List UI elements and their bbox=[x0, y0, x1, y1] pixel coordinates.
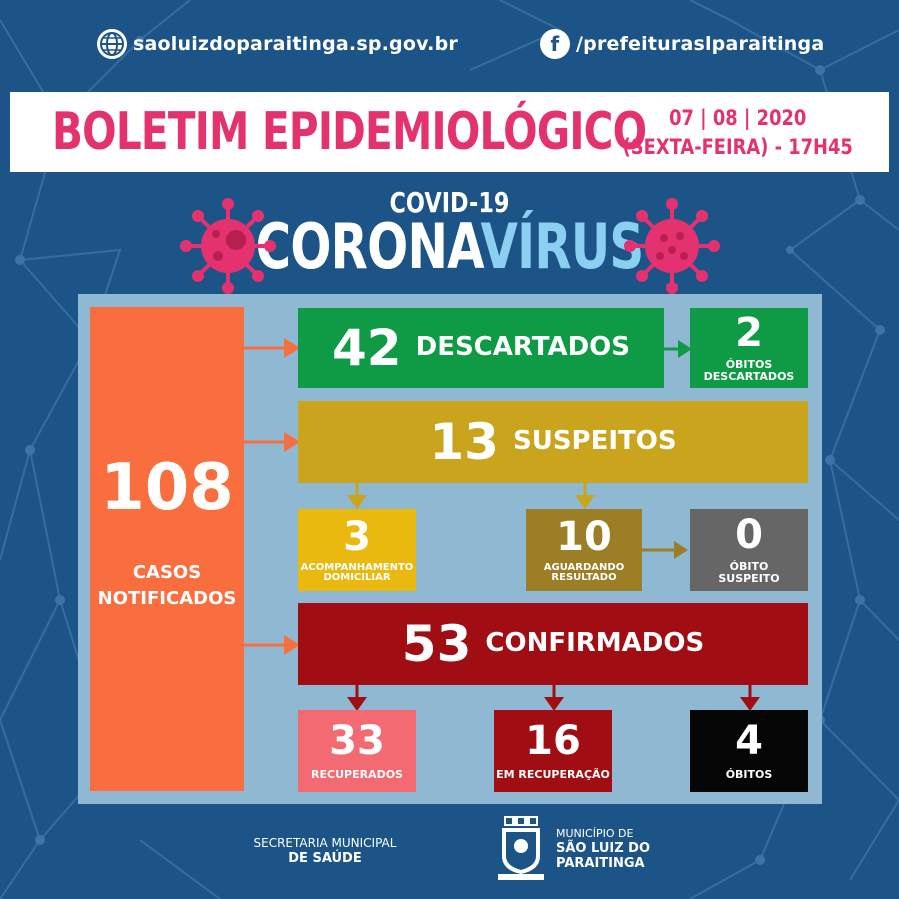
deaths-label: ÓBITOS bbox=[725, 768, 773, 782]
municipality-line-1: MUNICÍPIO DE bbox=[556, 827, 634, 840]
recovered-label: RECUPERADOS bbox=[311, 768, 403, 782]
recovering-box: 16 EM RECUPERAÇÃO bbox=[494, 710, 612, 792]
home-monitoring-label-1: ACOMPANHAMENTO bbox=[300, 561, 414, 573]
recovering-value: 16 bbox=[525, 718, 581, 765]
arrow-to-suspects bbox=[244, 432, 300, 452]
corona-word: CORONA bbox=[255, 210, 482, 283]
home-monitoring-label-2: DOMICILIAR bbox=[323, 572, 391, 583]
suspect-death-label-1: ÓBITO bbox=[729, 560, 769, 574]
arrow-to-recovering bbox=[544, 685, 564, 711]
deaths-discarded-label-1: ÓBITOS bbox=[725, 358, 773, 372]
suspects-box: 13 SUSPEITOS bbox=[298, 401, 808, 483]
arrow-to-suspect-death bbox=[642, 541, 688, 559]
date-text: 07 | 08 | 2020 bbox=[669, 106, 807, 130]
deaths-value: 4 bbox=[735, 718, 763, 765]
municipality-line-3: PARAITINGA bbox=[556, 856, 645, 871]
discarded-label: DESCARTADOS bbox=[415, 332, 630, 363]
arrow-to-home-monitoring bbox=[347, 483, 367, 509]
municipal-crest-icon bbox=[498, 816, 544, 880]
recovered-box: 33 RECUPERADOS bbox=[298, 710, 416, 792]
deaths-box: 4 ÓBITOS bbox=[690, 710, 808, 792]
secretariat-line-2: DE SAÚDE bbox=[288, 851, 362, 866]
health-secretariat: SECRETARIA MUNICIPAL DE SAÚDE bbox=[250, 836, 400, 866]
suspect-death-label-2: SUSPEITO bbox=[718, 572, 780, 585]
discarded-value: 42 bbox=[332, 319, 402, 377]
virus-word: VÍRUS bbox=[480, 210, 645, 283]
home-monitoring-box: 3 ACOMPANHAMENTO DOMICILIAR bbox=[298, 509, 416, 591]
globe-icon bbox=[97, 29, 127, 59]
notified-cases-box: 108 CASOS NOTIFICADOS bbox=[90, 307, 244, 791]
bulletin-date: 07 | 08 | 2020 (SEXTA-FEIRA) - 17H45 bbox=[623, 104, 853, 162]
website-text: saoluizdoparaitinga.sp.gov.br bbox=[133, 33, 458, 55]
suspects-label: SUSPEITOS bbox=[512, 426, 677, 457]
arrow-to-awaiting bbox=[575, 483, 595, 509]
confirmed-box: 53 CONFIRMADOS bbox=[298, 603, 808, 685]
facebook-link[interactable]: f /prefeituraslparaitinga bbox=[540, 28, 824, 60]
deaths-discarded-value: 2 bbox=[735, 310, 763, 357]
virus-icon-left bbox=[180, 198, 276, 294]
arrow-to-recovered bbox=[347, 685, 367, 711]
coronavirus-heading: CORONAVÍRUS bbox=[99, 210, 800, 283]
virus-icon-right bbox=[624, 198, 720, 294]
suspect-death-box: 0 ÓBITO SUSPEITO bbox=[690, 509, 808, 591]
notified-label-1: CASOS bbox=[132, 562, 202, 583]
home-monitoring-value: 3 bbox=[343, 513, 371, 560]
arrow-to-discarded bbox=[244, 338, 300, 358]
awaiting-label-2: RESULTADO bbox=[551, 572, 617, 583]
confirmed-label: CONFIRMADOS bbox=[485, 628, 705, 659]
website-link[interactable]: saoluizdoparaitinga.sp.gov.br bbox=[97, 28, 458, 60]
arrow-to-deaths-discarded bbox=[664, 340, 692, 358]
secretariat-line-1: SECRETARIA MUNICIPAL bbox=[253, 836, 397, 850]
arrow-to-deaths bbox=[740, 685, 760, 711]
awaiting-value: 10 bbox=[556, 513, 612, 560]
suspect-death-value: 0 bbox=[735, 512, 763, 559]
bulletin-title: BOLETIM EPIDEMIOLÓGICO bbox=[52, 102, 647, 162]
facebook-icon: f bbox=[540, 29, 570, 59]
deaths-discarded-box: 2 ÓBITOS DESCARTADOS bbox=[690, 308, 808, 388]
covid-heading: COVID-19 bbox=[389, 186, 510, 219]
recovering-label: EM RECUPERAÇÃO bbox=[496, 768, 610, 782]
recovered-value: 33 bbox=[329, 718, 385, 765]
title-banner: BOLETIM EPIDEMIOLÓGICO 07 | 08 | 2020 (S… bbox=[10, 92, 889, 172]
municipality-name: MUNICÍPIO DE SÃO LUIZ DO PARAITINGA bbox=[556, 826, 656, 871]
notified-label-2: NOTIFICADOS bbox=[97, 588, 237, 609]
facebook-text: /prefeituraslparaitinga bbox=[576, 33, 825, 55]
day-time-text: (SEXTA-FEIRA) - 17H45 bbox=[622, 135, 853, 159]
awaiting-box: 10 AGUARDANDO RESULTADO bbox=[526, 509, 642, 591]
deaths-discarded-label-2: DESCARTADOS bbox=[703, 370, 795, 383]
arrow-to-confirmed bbox=[244, 635, 300, 655]
confirmed-value: 53 bbox=[401, 615, 472, 673]
discarded-box: 42 DESCARTADOS bbox=[298, 308, 664, 388]
awaiting-label-1: AGUARDANDO bbox=[543, 561, 625, 573]
notified-value: 108 bbox=[100, 451, 234, 525]
suspects-value: 13 bbox=[429, 413, 499, 471]
municipality-line-2: SÃO LUIZ DO bbox=[556, 841, 651, 856]
